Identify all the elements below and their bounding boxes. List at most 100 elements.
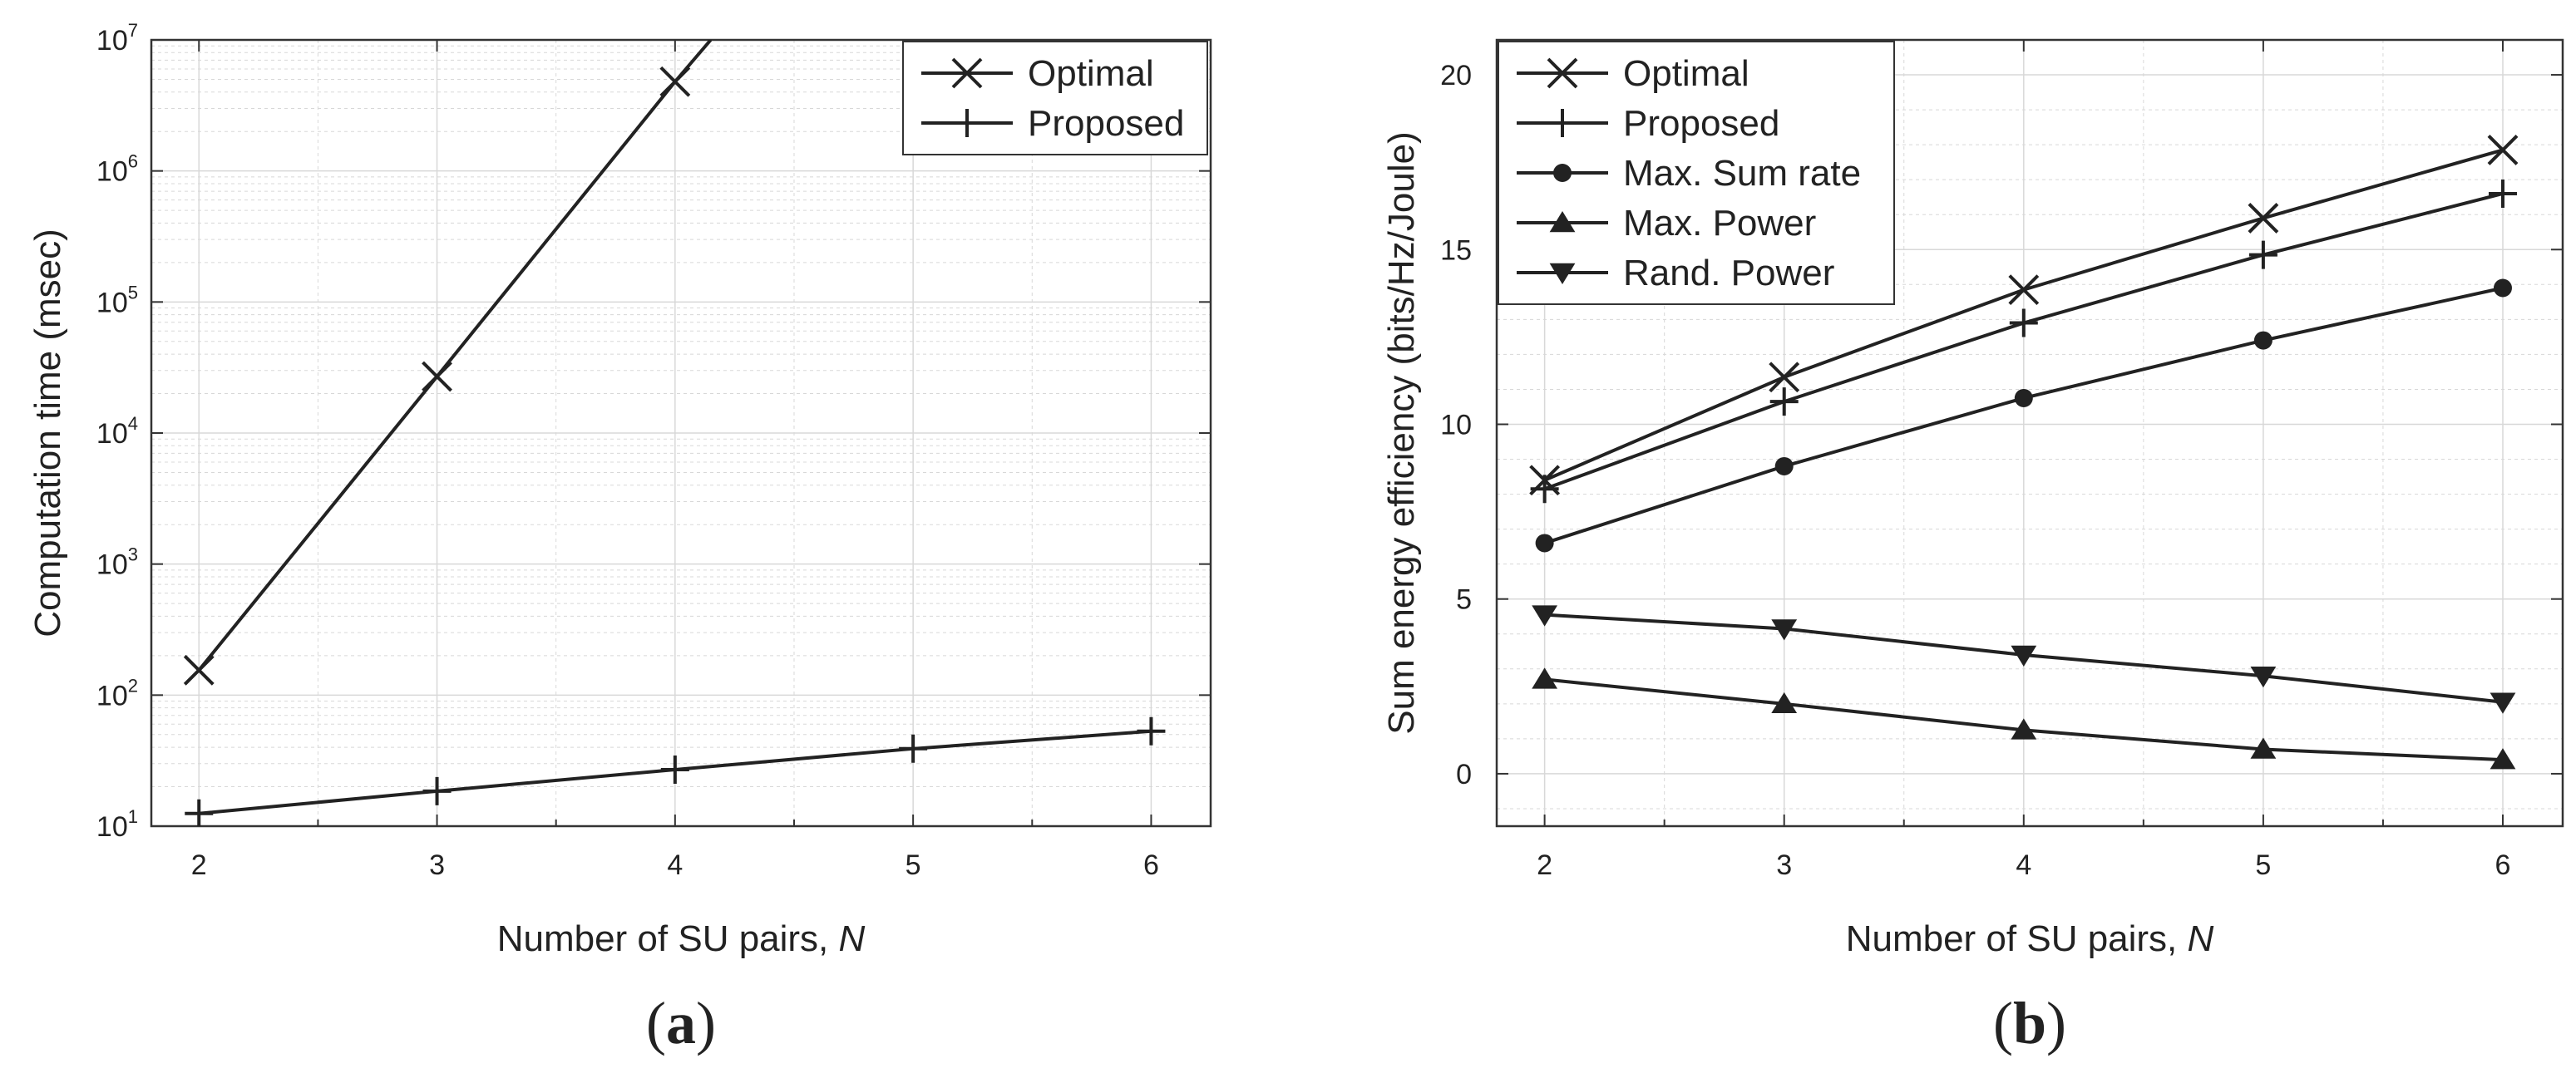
- y-tick-exponent: 4: [128, 413, 138, 434]
- data-point: [2490, 692, 2516, 714]
- panel-label: (a): [646, 990, 716, 1056]
- panel-label-close: ): [2046, 990, 2066, 1056]
- legend-marker: [1547, 57, 1578, 89]
- legend: Optimal Proposed Max. Sum rate Max. Power Ra…: [1498, 41, 1895, 305]
- data-point: [183, 654, 215, 686]
- y-tick-exponent: 6: [128, 151, 138, 172]
- series-optimal: [183, 40, 713, 686]
- legend-label: Optimal: [1028, 53, 1154, 94]
- y-tick-label: 102: [96, 675, 138, 711]
- y-tick-base: 10: [96, 156, 128, 188]
- x-tick-label: 2: [1537, 849, 1552, 881]
- data-point: [1769, 362, 1800, 393]
- panel-label-letter: b: [2013, 990, 2046, 1056]
- legend-marker: [1548, 109, 1577, 137]
- data-point: [659, 66, 691, 97]
- x-tick-label: 5: [2255, 849, 2271, 881]
- x-tick-label: 6: [2495, 849, 2511, 881]
- series-proposed: [1530, 179, 2517, 504]
- data-point: [2250, 667, 2277, 688]
- legend-marker: [1549, 263, 1576, 284]
- legend-label: Max. Sum rate: [1623, 153, 1861, 194]
- chart-b: 2 3 4 5 6 0 5 10 15 20 Number of SU pairs, N Sum en…: [1381, 38, 2564, 1056]
- legend-marker: [1549, 211, 1576, 233]
- legend-marker: [951, 57, 983, 89]
- data-point: [660, 755, 689, 784]
- y-tick-exponent: 2: [128, 675, 138, 696]
- x-tick-label: 4: [667, 849, 683, 881]
- data-point: [2011, 718, 2037, 740]
- data-point: [2253, 331, 2273, 350]
- y-tick-label: 10: [1440, 409, 1472, 441]
- legend-marker: [953, 109, 981, 137]
- data-point: [2011, 645, 2037, 667]
- x-axis-title-var: N: [839, 918, 866, 959]
- x-tick-label: 3: [429, 849, 445, 881]
- y-tick-label: 107: [96, 20, 138, 57]
- legend-item: Max. Sum rate: [1517, 153, 1861, 194]
- plot-frame: [1495, 38, 2564, 828]
- x-tick-label: 3: [1776, 849, 1792, 881]
- x-axis-title-text: Number of SU pairs,: [497, 918, 839, 959]
- y-tick-label: 103: [96, 544, 138, 581]
- y-tick-label: 104: [96, 413, 138, 450]
- y-tick-label: 106: [96, 151, 138, 188]
- data-point: [1532, 605, 1558, 627]
- data-point: [2250, 737, 2277, 759]
- legend-marker: [1553, 164, 1572, 182]
- x-tick-label: 4: [2016, 849, 2031, 881]
- y-tick-exponent: 7: [128, 20, 138, 41]
- legend-label: Proposed: [1623, 103, 1779, 144]
- y-tick-exponent: 1: [128, 806, 138, 827]
- y-tick-label: 105: [96, 282, 138, 318]
- x-axis-title-text: Number of SU pairs,: [1846, 918, 2188, 959]
- data-point: [185, 799, 214, 826]
- y-tick-base: 10: [96, 287, 128, 318]
- data-point: [2008, 274, 2040, 306]
- x-tick-label: 6: [1143, 849, 1159, 881]
- y-tick-base: 10: [96, 811, 128, 843]
- legend-item: Optimal: [1517, 53, 1749, 94]
- x-axis-title-var: N: [2188, 918, 2214, 959]
- legend-label: Max. Power: [1623, 203, 1816, 244]
- series-line: [197, 40, 713, 672]
- panel-label-open: (: [646, 990, 666, 1056]
- series-max-power: [1532, 667, 2516, 770]
- data-point: [2014, 388, 2033, 407]
- series-rand-power: [1532, 605, 2516, 714]
- data-point: [2488, 179, 2517, 208]
- legend-label: Proposed: [1028, 103, 1184, 144]
- y-tick-exponent: 5: [128, 282, 138, 303]
- legend-item: Max. Power: [1517, 203, 1816, 244]
- legend-label: Rand. Power: [1623, 253, 1834, 293]
- data-point: [422, 776, 452, 805]
- data-point: [2009, 308, 2038, 337]
- y-tick-label: 101: [96, 806, 138, 843]
- data-point: [2487, 135, 2519, 165]
- panel-label-letter: a: [666, 990, 696, 1056]
- y-tick-base: 10: [96, 549, 128, 581]
- x-axis-title: Number of SU pairs, N: [1846, 918, 2214, 959]
- series-max-sum-rate: [1535, 278, 2512, 553]
- y-tick-label: 0: [1456, 759, 1472, 790]
- ticks: 2 3 4 5 6 0 5 10 15 20: [1440, 40, 2563, 881]
- grid: [151, 40, 1211, 827]
- data-point: [1769, 387, 1799, 416]
- data-point: [899, 734, 928, 763]
- series-proposed: [185, 716, 1166, 826]
- data-point: [1771, 619, 1798, 641]
- legend-item: Proposed: [1517, 103, 1779, 144]
- data-point: [1774, 456, 1794, 475]
- data-point: [1535, 534, 1554, 553]
- y-tick-label: 15: [1440, 234, 1472, 266]
- panel-label-open: (: [1993, 990, 2013, 1056]
- x-axis-title: Number of SU pairs, N: [497, 918, 866, 959]
- data-point: [1771, 692, 1798, 714]
- y-axis-title: Sum energy efficiency (bits/Hz/Joule): [1381, 131, 1422, 734]
- y-axis-title: Computation time (msec): [27, 229, 68, 637]
- legend-label: Optimal: [1623, 53, 1749, 94]
- panel-label-close: ): [696, 990, 716, 1056]
